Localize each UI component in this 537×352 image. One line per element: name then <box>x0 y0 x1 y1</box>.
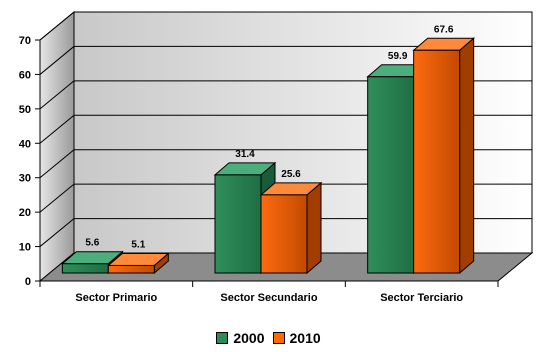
bar-2010 <box>413 49 461 274</box>
bar-2000 <box>214 174 262 274</box>
bar-side-2010 <box>306 181 322 275</box>
legend-swatch-2000 <box>216 332 229 344</box>
y-tick-label: 50 <box>19 104 31 116</box>
x-tick-label: Sector Primario <box>75 292 157 304</box>
gridline <box>39 45 532 75</box>
legend: 2000 2010 <box>0 329 537 347</box>
data-label: 25.6 <box>281 169 301 180</box>
gridline <box>39 11 532 41</box>
y-tick-label: 30 <box>19 173 31 185</box>
y-tick-label: 70 <box>19 35 31 47</box>
bar-side-2010 <box>459 37 475 275</box>
y-tick-label: 10 <box>19 242 31 254</box>
data-label: 5.6 <box>85 238 99 249</box>
data-label: 67.6 <box>434 24 454 35</box>
data-label: 59.9 <box>388 51 408 62</box>
bar-2010 <box>260 194 308 274</box>
bar-2010 <box>107 264 155 274</box>
x-tick-label: Sector Terciario <box>380 292 463 304</box>
y-tick-label: 40 <box>19 138 31 150</box>
legend-label-2000: 2000 <box>233 330 265 346</box>
legend-swatch-2010 <box>272 332 285 344</box>
legend-item-2000: 2000 <box>216 330 265 346</box>
data-label: 5.1 <box>131 239 145 250</box>
bar-2000 <box>367 76 415 274</box>
data-label: 31.4 <box>235 149 255 160</box>
x-tick-label: Sector Secundario <box>220 292 317 304</box>
legend-item-2010: 2010 <box>272 330 321 346</box>
y-tick-label: 0 <box>25 276 31 288</box>
legend-label-2010: 2010 <box>289 330 321 346</box>
side-wall <box>39 10 75 283</box>
bar-2000 <box>61 263 109 274</box>
y-tick-label: 60 <box>19 69 31 81</box>
y-tick-label: 20 <box>19 207 31 219</box>
